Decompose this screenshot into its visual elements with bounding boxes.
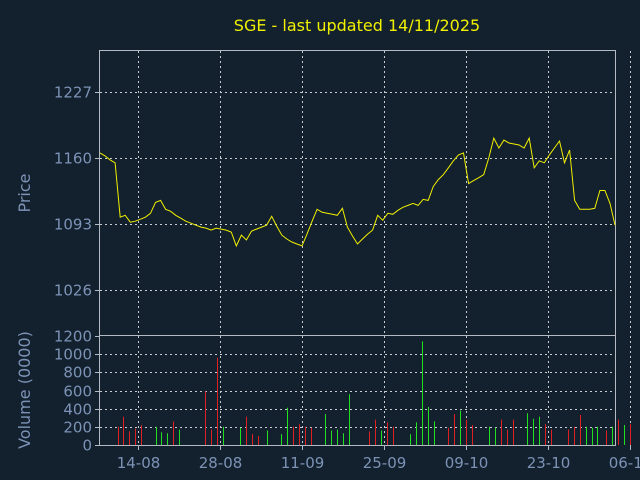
x-tick-label: 28-08 (199, 454, 243, 472)
price-axis-label: Price (15, 173, 34, 212)
volume-plot-frame (99, 335, 616, 446)
volume-y-tick-label: 800 (63, 364, 92, 382)
date-x-ticks: 14-08 28-08 11-09 25-09 09-10 23-10 06-11 (117, 445, 640, 472)
price-series-line (99, 136, 616, 248)
volume-y-tick-label: 0 (82, 437, 92, 455)
price-y-tick-label: 1227 (54, 84, 92, 102)
volume-y-tick-label: 1200 (54, 328, 92, 346)
volume-y-tick-label: 200 (63, 419, 92, 437)
price-y-tick-label: 1160 (54, 150, 92, 168)
x-tick-label: 25-09 (363, 454, 407, 472)
x-tick-label: 23-10 (527, 454, 571, 472)
price-grid (100, 51, 631, 335)
volume-y-tick-label: 600 (63, 383, 92, 401)
volume-bars (118, 341, 631, 445)
volume-axis-label: Volume (0000) (15, 331, 34, 449)
price-y-ticks: 1227 1160 1093 1026 (54, 84, 100, 300)
chart-title: SGE - last updated 14/11/2025 (234, 16, 480, 35)
volume-y-tick-label: 400 (63, 401, 92, 419)
x-tick-label: 14-08 (117, 454, 161, 472)
price-y-tick-label: 1093 (54, 216, 92, 234)
volume-y-tick-label: 1000 (54, 346, 92, 364)
price-panel: 1227 1160 1093 1026 Price (15, 50, 631, 336)
x-tick-label: 09-10 (445, 454, 489, 472)
x-tick-label: 11-09 (281, 454, 325, 472)
price-y-tick-label: 1026 (54, 282, 92, 300)
x-tick-label: 06-11 (609, 454, 640, 472)
